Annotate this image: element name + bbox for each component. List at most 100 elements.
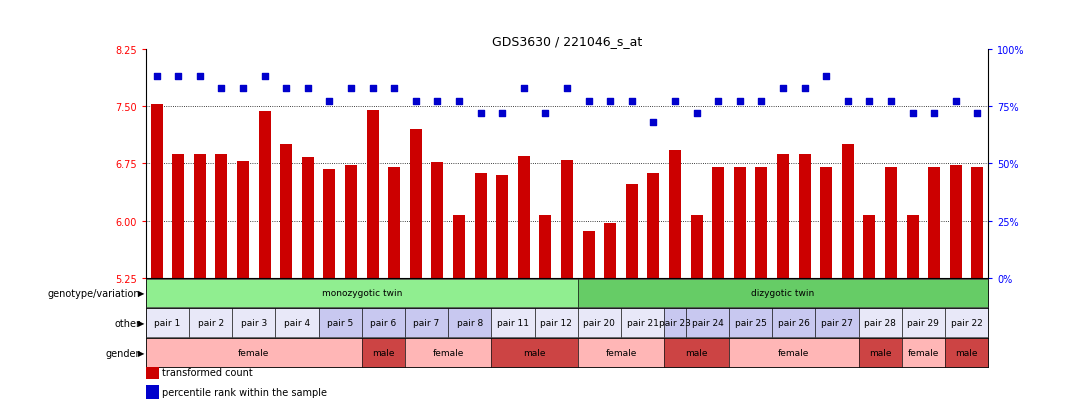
Point <box>429 99 446 105</box>
Bar <box>621 309 664 337</box>
Point <box>191 74 208 80</box>
Point <box>450 99 468 105</box>
Point <box>947 99 964 105</box>
Bar <box>729 309 772 337</box>
Text: male: male <box>869 348 891 357</box>
Bar <box>146 338 362 367</box>
Bar <box>194 155 205 278</box>
Point <box>558 85 576 92</box>
Text: pair 2: pair 2 <box>198 318 224 328</box>
Bar <box>821 168 833 278</box>
Text: ▶: ▶ <box>138 318 145 328</box>
Bar <box>972 168 984 278</box>
Bar <box>756 168 767 278</box>
Text: male: male <box>373 348 394 357</box>
Bar <box>799 155 810 278</box>
Bar <box>578 338 664 367</box>
Bar <box>902 338 945 367</box>
Bar <box>146 279 578 308</box>
Bar <box>540 216 552 278</box>
Bar <box>729 338 859 367</box>
Bar <box>945 338 988 367</box>
Text: other: other <box>114 318 140 328</box>
Point <box>472 110 489 117</box>
Text: pair 1: pair 1 <box>154 318 180 328</box>
Bar <box>238 161 249 278</box>
Bar <box>842 145 854 278</box>
Point <box>148 74 165 80</box>
Bar <box>405 309 448 337</box>
Bar <box>410 130 421 278</box>
Text: female: female <box>432 348 464 357</box>
Point <box>688 110 705 117</box>
Bar <box>734 168 746 278</box>
Bar <box>405 338 491 367</box>
Point <box>623 99 640 105</box>
Text: pair 5: pair 5 <box>327 318 353 328</box>
Point <box>580 99 597 105</box>
Bar <box>713 168 725 278</box>
Bar <box>578 309 621 337</box>
Point <box>515 85 532 92</box>
Point <box>904 110 921 117</box>
Text: pair 12: pair 12 <box>540 318 572 328</box>
Bar <box>173 155 184 278</box>
Bar <box>146 309 189 337</box>
Bar <box>902 309 945 337</box>
Bar <box>146 366 159 379</box>
Bar <box>578 279 988 308</box>
Text: genotype/variation: genotype/variation <box>48 288 140 298</box>
Text: female: female <box>907 348 940 357</box>
Text: pair 7: pair 7 <box>414 318 440 328</box>
Text: percentile rank within the sample: percentile rank within the sample <box>162 387 327 397</box>
Bar <box>670 151 681 278</box>
Bar <box>281 145 292 278</box>
Bar <box>189 309 232 337</box>
Text: pair 20: pair 20 <box>583 318 616 328</box>
Bar <box>691 216 703 278</box>
Bar <box>151 105 163 278</box>
Bar <box>950 166 962 278</box>
Point <box>364 85 381 92</box>
Point <box>774 85 792 92</box>
Point <box>407 99 424 105</box>
Bar <box>324 169 336 278</box>
Point <box>386 85 403 92</box>
Point <box>818 74 835 80</box>
Point <box>796 85 813 92</box>
Bar <box>362 309 405 337</box>
Text: dizygotic twin: dizygotic twin <box>752 289 814 298</box>
Bar <box>432 162 444 278</box>
Bar <box>605 223 617 278</box>
Text: pair 6: pair 6 <box>370 318 396 328</box>
Bar <box>275 309 319 337</box>
Point <box>882 99 900 105</box>
Bar <box>864 216 876 278</box>
Bar <box>259 112 271 278</box>
Bar <box>518 157 530 278</box>
Text: pair 24: pair 24 <box>691 318 724 328</box>
Bar <box>367 111 379 278</box>
Bar <box>216 155 228 278</box>
Point <box>666 99 684 105</box>
Text: transformed count: transformed count <box>162 368 253 377</box>
Bar <box>491 309 535 337</box>
Text: ▶: ▶ <box>138 289 145 298</box>
Text: female: female <box>778 348 810 357</box>
Bar <box>859 309 902 337</box>
Point <box>731 99 748 105</box>
Bar <box>146 385 159 399</box>
Text: pair 27: pair 27 <box>821 318 853 328</box>
Text: pair 3: pair 3 <box>241 318 267 328</box>
Text: male: male <box>956 348 977 357</box>
Text: pair 23: pair 23 <box>659 318 691 328</box>
Bar <box>535 309 578 337</box>
Bar <box>389 168 400 278</box>
Bar <box>686 309 729 337</box>
Point <box>839 99 856 105</box>
Text: female: female <box>238 348 270 357</box>
Text: pair 21: pair 21 <box>626 318 659 328</box>
Text: pair 11: pair 11 <box>497 318 529 328</box>
Bar <box>475 173 486 278</box>
Bar <box>362 338 405 367</box>
